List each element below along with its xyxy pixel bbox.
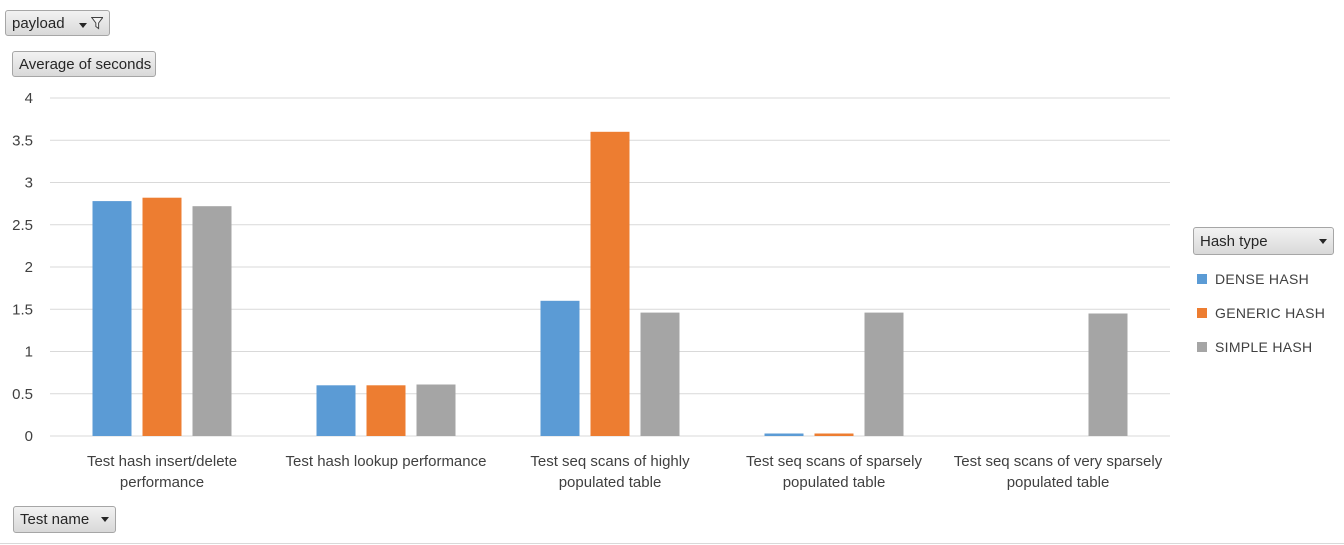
y-tick-label: 2: [25, 259, 33, 276]
bar-simple-hash: [864, 312, 904, 436]
chart-legend: DENSE HASH GENERIC HASH SIMPLE HASH: [1197, 262, 1325, 364]
legend-label: GENERIC HASH: [1215, 305, 1326, 321]
bar-generic-hash: [590, 131, 630, 437]
bar-generic-hash: [142, 197, 182, 436]
x-axis-categories: Test hash insert/delete performance Test h…: [87, 453, 1163, 491]
value-field-label: Average of seconds: [19, 55, 152, 73]
dropdown-arrow-icon: [101, 517, 109, 522]
bar-dense-hash: [316, 385, 356, 436]
legend-swatch: [1197, 274, 1207, 284]
bar-dense-hash: [540, 300, 580, 436]
axis-field-label: Test name: [20, 511, 90, 528]
x-category-label: Test seq scans of sparsely populated tabl…: [746, 453, 922, 491]
x-category-label: Test seq scans of very sparsely populated…: [954, 453, 1163, 491]
bar-dense-hash: [92, 201, 132, 436]
bar-generic-hash: [366, 385, 406, 436]
bar-simple-hash: [640, 312, 680, 436]
dropdown-arrow-icon: [1319, 238, 1327, 244]
y-tick-label: 3: [25, 175, 33, 192]
legend-item: DENSE HASH: [1197, 262, 1325, 296]
legend-label: DENSE HASH: [1215, 271, 1310, 287]
x-category-label: Test hash insert/delete performance: [87, 453, 237, 491]
bar-dense-hash: [764, 433, 804, 436]
bottom-divider: [0, 543, 1344, 544]
y-tick-label: 3.5: [12, 132, 33, 149]
y-tick-label: 4: [25, 90, 33, 107]
x-category-label: Test hash lookup performance: [286, 453, 487, 470]
legend-swatch: [1197, 308, 1207, 318]
dropdown-arrow-icon: [78, 22, 87, 28]
legend-item: GENERIC HASH: [1197, 296, 1325, 330]
x-category-label: Test seq scans of highly populated table: [530, 453, 690, 491]
bars: [92, 131, 1128, 437]
y-tick-label: 1.5: [12, 301, 33, 318]
value-field-button[interactable]: Average of seconds: [12, 51, 156, 77]
bar-generic-hash: [814, 433, 854, 436]
y-tick-label: 1: [25, 344, 33, 361]
legend-item: SIMPLE HASH: [1197, 330, 1325, 364]
y-axis-ticks: 0 0.5 1 1.5 2 2.5 3 3.5 4: [12, 90, 33, 445]
axis-field-button[interactable]: Test name: [13, 506, 116, 533]
legend-field-label: Hash type: [1200, 232, 1268, 250]
funnel-icon: [90, 16, 103, 30]
legend-label: SIMPLE HASH: [1215, 339, 1313, 355]
y-tick-label: 0.5: [12, 386, 33, 403]
payload-filter-label: payload: [12, 14, 65, 32]
y-tick-label: 0: [25, 428, 33, 445]
legend-swatch: [1197, 342, 1207, 352]
bar-simple-hash: [192, 206, 232, 436]
bar-simple-hash: [1088, 313, 1128, 436]
bar-simple-hash: [416, 384, 456, 436]
y-tick-label: 2.5: [12, 217, 33, 234]
legend-field-button[interactable]: Hash type: [1193, 227, 1334, 255]
payload-filter-button[interactable]: payload: [5, 10, 110, 36]
